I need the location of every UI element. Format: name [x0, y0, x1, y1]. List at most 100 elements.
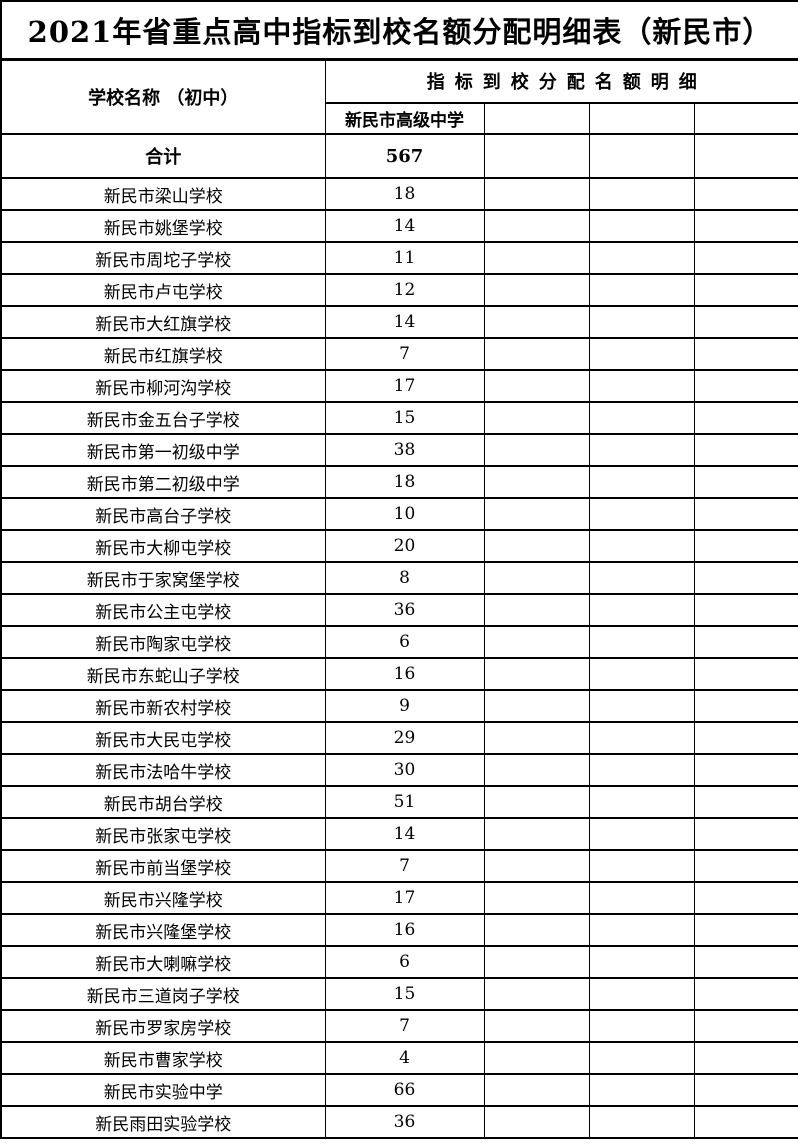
quota-value-cell: 17 — [324, 881, 485, 915]
empty-cell-2 — [588, 401, 695, 435]
empty-cell-1 — [483, 529, 590, 563]
empty-cell-3 — [693, 561, 798, 595]
quota-value-cell: 18 — [324, 177, 485, 211]
table-head-section: 2021年省重点高中指标到校名额分配明细表（新民市） 学校名称 （初中） 指标到… — [0, 1, 798, 179]
table-row: 新民市陶家屯学校 6 — [0, 625, 798, 659]
empty-cell-2 — [588, 369, 695, 403]
empty-cell-3 — [693, 177, 798, 211]
empty-cell-3 — [693, 337, 798, 371]
empty-column-header-3 — [693, 102, 798, 135]
empty-cell-2 — [588, 305, 695, 339]
table-row: 新民市姚堡学校 14 — [0, 209, 798, 243]
quota-value-cell: 36 — [324, 1105, 485, 1139]
empty-cell-1 — [483, 369, 590, 403]
empty-cell-3 — [693, 881, 798, 915]
quota-value-cell: 20 — [324, 529, 485, 563]
empty-cell-1 — [483, 273, 590, 307]
school-name-cell: 新民市公主屯学校 — [0, 593, 326, 627]
empty-cell-2 — [588, 209, 695, 243]
school-name-cell: 新民市兴隆堡学校 — [0, 913, 326, 947]
empty-cell-3 — [693, 241, 798, 275]
table-row: 新民市大民屯学校 29 — [0, 721, 798, 755]
empty-cell-3 — [693, 401, 798, 435]
empty-cell-3 — [693, 497, 798, 531]
quota-value-cell: 9 — [324, 689, 485, 723]
table-row: 新民市曹家学校 4 — [0, 1041, 798, 1075]
school-name-column-header: 学校名称 （初中） — [0, 58, 326, 135]
quota-value-cell: 6 — [324, 625, 485, 659]
quota-value-cell: 30 — [324, 753, 485, 787]
empty-total-cell-1 — [483, 133, 590, 179]
quota-value-cell: 7 — [324, 1009, 485, 1043]
empty-cell-3 — [693, 753, 798, 787]
empty-cell-1 — [483, 1009, 590, 1043]
empty-cell-2 — [588, 849, 695, 883]
empty-total-cell-3 — [693, 133, 798, 179]
table-row: 新民市红旗学校 7 — [0, 337, 798, 371]
school-name-cell: 新民市姚堡学校 — [0, 209, 326, 243]
empty-cell-1 — [483, 561, 590, 595]
table-row: 新民市兴隆学校 17 — [0, 881, 798, 915]
empty-cell-3 — [693, 657, 798, 691]
total-value: 567 — [324, 133, 485, 179]
empty-cell-2 — [588, 337, 695, 371]
quota-value-cell: 14 — [324, 305, 485, 339]
school-name-cell: 新民雨田实验学校 — [0, 1105, 326, 1139]
table-row: 新民市周坨子学校 11 — [0, 241, 798, 275]
empty-cell-1 — [483, 881, 590, 915]
empty-cell-3 — [693, 689, 798, 723]
empty-cell-2 — [588, 177, 695, 211]
quota-value-cell: 15 — [324, 401, 485, 435]
empty-cell-2 — [588, 753, 695, 787]
empty-cell-2 — [588, 241, 695, 275]
empty-column-header-1 — [483, 102, 590, 135]
table-row: 新民市柳河沟学校 17 — [0, 369, 798, 403]
empty-cell-2 — [588, 657, 695, 691]
empty-cell-2 — [588, 593, 695, 627]
quota-value-cell: 16 — [324, 913, 485, 947]
empty-cell-2 — [588, 1041, 695, 1075]
empty-column-header-2 — [588, 102, 695, 135]
empty-cell-2 — [588, 561, 695, 595]
empty-cell-1 — [483, 785, 590, 819]
table-row: 新民市张家屯学校 14 — [0, 817, 798, 851]
table-row: 新民市公主屯学校 36 — [0, 593, 798, 627]
school-name-cell: 新民市新农村学校 — [0, 689, 326, 723]
school-name-cell: 新民市红旗学校 — [0, 337, 326, 371]
school-name-cell: 新民市胡台学校 — [0, 785, 326, 819]
high-school-column-header: 新民市高级中学 — [324, 102, 485, 135]
quota-value-cell: 6 — [324, 945, 485, 979]
school-name-cell: 新民市法哈牛学校 — [0, 753, 326, 787]
school-name-cell: 新民市罗家房学校 — [0, 1009, 326, 1043]
empty-cell-2 — [588, 881, 695, 915]
quota-value-cell: 38 — [324, 433, 485, 467]
school-name-cell: 新民市曹家学校 — [0, 1041, 326, 1075]
school-rows-section: 新民市梁山学校 18 新民市姚堡学校 14 新民市周坨子学校 11 新民市卢屯学… — [0, 177, 798, 1139]
table-row: 新民市梁山学校 18 — [0, 177, 798, 211]
total-row: 合计 567 — [0, 133, 798, 179]
empty-cell-1 — [483, 433, 590, 467]
table-row: 新民市第一初级中学 38 — [0, 433, 798, 467]
empty-cell-1 — [483, 849, 590, 883]
empty-cell-3 — [693, 593, 798, 627]
empty-cell-1 — [483, 593, 590, 627]
table-row: 新民市大柳屯学校 20 — [0, 529, 798, 563]
table-row: 新民雨田实验学校 36 — [0, 1105, 798, 1139]
quota-value-cell: 8 — [324, 561, 485, 595]
empty-cell-1 — [483, 1041, 590, 1075]
table-row: 新民市第二初级中学 18 — [0, 465, 798, 499]
empty-cell-1 — [483, 465, 590, 499]
empty-cell-1 — [483, 625, 590, 659]
table-row: 新民市胡台学校 51 — [0, 785, 798, 819]
quota-value-cell: 16 — [324, 657, 485, 691]
empty-cell-1 — [483, 689, 590, 723]
empty-cell-2 — [588, 945, 695, 979]
empty-cell-2 — [588, 1009, 695, 1043]
empty-cell-2 — [588, 913, 695, 947]
school-name-cell: 新民市张家屯学校 — [0, 817, 326, 851]
empty-cell-1 — [483, 241, 590, 275]
empty-cell-1 — [483, 305, 590, 339]
empty-cell-3 — [693, 1041, 798, 1075]
quota-value-cell: 14 — [324, 209, 485, 243]
